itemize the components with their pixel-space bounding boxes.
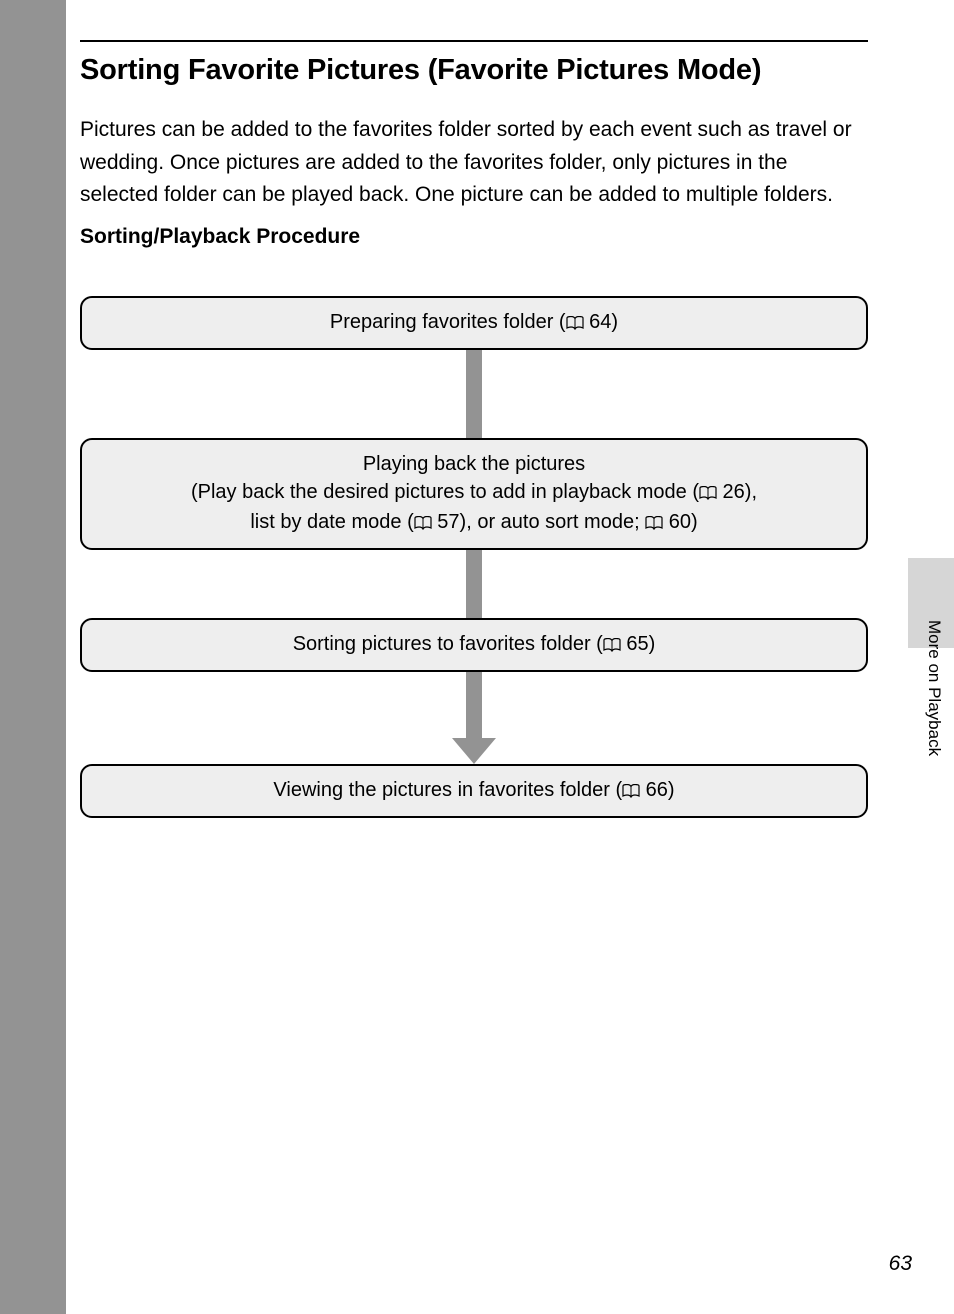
flow-arrow-head — [452, 738, 496, 764]
flow-connector-stem — [466, 550, 482, 618]
flow-step-line: Playing back the pictures — [100, 450, 848, 478]
flow-step-line: Preparing favorites folder ( 64) — [100, 308, 848, 338]
flow-step-line: (Play back the desired pictures to add i… — [100, 478, 848, 508]
flow-arrow — [80, 672, 868, 764]
intro-paragraph: Pictures can be added to the favorites f… — [80, 114, 868, 212]
flow-step: Viewing the pictures in favorites folder… — [80, 764, 868, 818]
header-rule — [80, 40, 868, 42]
flow-step: Sorting pictures to favorites folder ( 6… — [80, 618, 868, 672]
procedure-heading: Sorting/Playback Procedure — [80, 225, 360, 249]
book-icon — [603, 632, 621, 660]
flow-arrow-stem — [466, 672, 482, 738]
flow-connector — [80, 550, 868, 618]
flow-step-line: Viewing the pictures in favorites folder… — [100, 776, 848, 806]
book-icon — [566, 310, 584, 338]
page: Sorting Favorite Pictures (Favorite Pict… — [66, 0, 954, 1314]
page-title: Sorting Favorite Pictures (Favorite Pict… — [80, 54, 868, 87]
book-icon — [645, 510, 663, 538]
flow-connector-stem — [466, 350, 482, 438]
book-icon — [622, 778, 640, 806]
page-number: 63 — [889, 1252, 912, 1276]
book-icon — [699, 480, 717, 508]
flow-step-line: list by date mode ( 57), or auto sort mo… — [100, 508, 848, 538]
book-icon — [414, 510, 432, 538]
flow-step-line: Sorting pictures to favorites folder ( 6… — [100, 630, 848, 660]
flow-connector — [80, 350, 868, 438]
side-tab-label: More on Playback — [924, 620, 944, 756]
flow-step: Preparing favorites folder ( 64) — [80, 296, 868, 350]
flowchart: Preparing favorites folder ( 64) Playing … — [80, 296, 868, 818]
flow-step: Playing back the pictures(Play back the … — [80, 438, 868, 550]
